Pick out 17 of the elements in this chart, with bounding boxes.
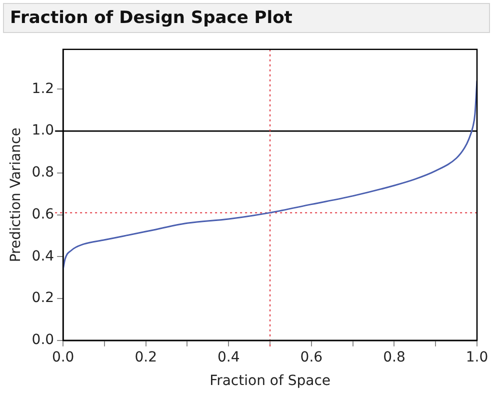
x-axis-title: Fraction of Space [210,373,331,390]
x-tick-label: 0.0 [52,349,74,366]
x-tick-label: 0.6 [300,349,323,366]
x-tick-label: 0.8 [383,349,406,366]
y-tick-label: 0.8 [32,164,54,181]
x-tick-label: 0.2 [134,349,157,366]
y-tick-label: 1.0 [32,122,54,139]
y-tick-label: 0.2 [32,290,54,306]
x-tick-label: 1.0 [466,349,488,366]
x-tick-label: 0.4 [218,349,240,366]
y-tick-label: 0.4 [32,248,54,264]
chart-title: Fraction of Design Space Plot [3,3,490,33]
line-series [63,80,477,270]
y-tick-label: 0.6 [32,206,54,222]
y-tick-label: 0.0 [32,332,54,348]
y-axis-title: Prediction Variance [8,128,24,262]
y-tick-label: 1.2 [32,80,54,97]
